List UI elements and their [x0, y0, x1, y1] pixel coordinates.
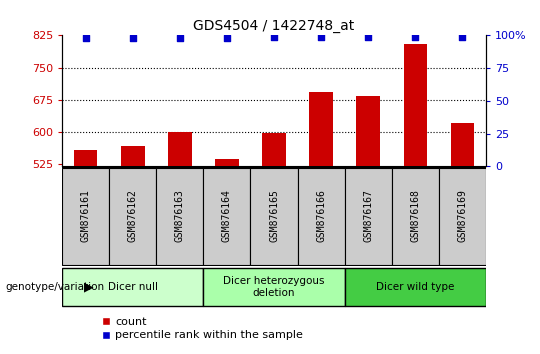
Text: GSM876169: GSM876169 — [457, 189, 468, 242]
Bar — [74, 150, 97, 166]
Text: GSM876167: GSM876167 — [363, 189, 373, 242]
Title: GDS4504 / 1422748_at: GDS4504 / 1422748_at — [193, 19, 355, 33]
Point — [176, 35, 184, 41]
Point — [82, 35, 90, 41]
Text: Dicer null: Dicer null — [108, 282, 158, 292]
Bar — [298, 169, 345, 264]
Point — [129, 35, 137, 41]
Bar — [392, 169, 439, 264]
Bar — [62, 169, 109, 264]
Text: genotype/variation: genotype/variation — [5, 282, 105, 292]
Text: Dicer heterozygous
deletion: Dicer heterozygous deletion — [224, 276, 325, 298]
Bar — [204, 268, 345, 306]
Bar — [168, 132, 192, 166]
Bar — [109, 169, 156, 264]
Text: GSM876161: GSM876161 — [80, 189, 91, 242]
Point — [458, 35, 467, 40]
Point — [317, 34, 326, 40]
Text: GSM876166: GSM876166 — [316, 189, 326, 242]
Bar — [121, 146, 145, 166]
Text: GSM876165: GSM876165 — [269, 189, 279, 242]
Text: GSM876168: GSM876168 — [410, 189, 420, 242]
Bar — [439, 169, 486, 264]
Bar — [62, 268, 204, 306]
Bar — [403, 44, 427, 166]
Bar — [451, 122, 474, 166]
Point — [411, 34, 420, 40]
Legend: count, percentile rank within the sample: count, percentile rank within the sample — [97, 313, 307, 345]
Bar — [251, 169, 298, 264]
Text: Dicer wild type: Dicer wild type — [376, 282, 455, 292]
Text: ▶: ▶ — [84, 280, 93, 293]
Text: GSM876164: GSM876164 — [222, 189, 232, 242]
Text: GSM876162: GSM876162 — [128, 189, 138, 242]
Bar — [345, 169, 392, 264]
Bar — [345, 268, 486, 306]
Bar — [356, 96, 380, 166]
Bar — [309, 92, 333, 166]
Point — [269, 35, 279, 40]
Bar — [156, 169, 204, 264]
Bar — [215, 159, 239, 166]
Bar — [204, 169, 251, 264]
Text: GSM876163: GSM876163 — [175, 189, 185, 242]
Point — [364, 35, 373, 40]
Point — [222, 35, 231, 41]
Bar — [262, 133, 286, 166]
